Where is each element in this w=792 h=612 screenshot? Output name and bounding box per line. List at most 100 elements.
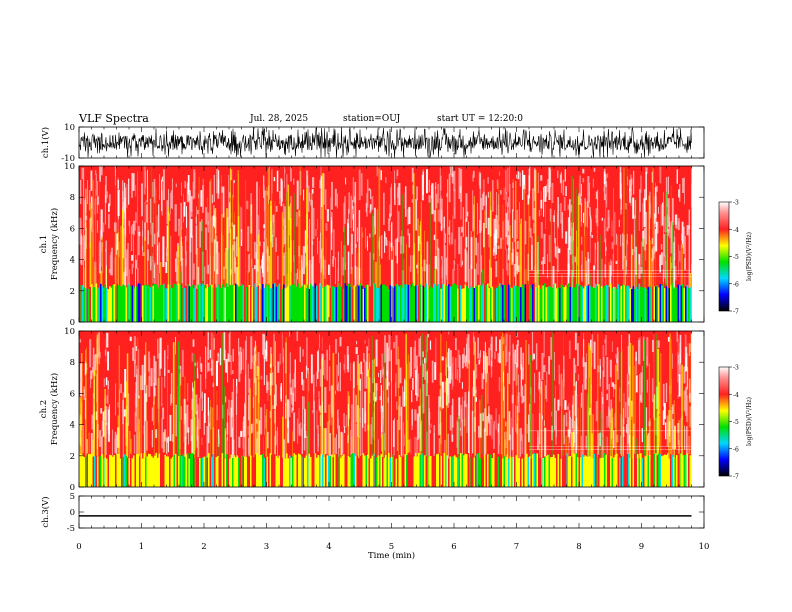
spectro-cell — [299, 422, 302, 437]
spectro-cell — [187, 187, 190, 195]
spectro-band — [457, 288, 459, 322]
spectro-cell — [307, 368, 309, 374]
spectro-cell — [218, 170, 220, 194]
spectro-cell — [657, 340, 660, 348]
spectro-streak — [224, 212, 226, 322]
spectro-cell — [350, 243, 352, 270]
spectro-streak — [583, 333, 585, 487]
spectro-band — [370, 286, 372, 322]
spectro-band — [229, 458, 231, 487]
spectro-cell — [597, 433, 600, 462]
spectro-cell — [284, 169, 286, 174]
spectro-cell — [607, 209, 610, 219]
spectro-streak — [344, 227, 345, 322]
spectro-band — [151, 284, 153, 322]
spectro-band — [127, 284, 129, 322]
spectro-cell — [384, 432, 386, 451]
spectro-band — [629, 288, 632, 322]
spectro-cell — [642, 336, 645, 361]
spectro-band — [554, 457, 557, 487]
spectro-band — [401, 456, 404, 487]
spectro-cell — [303, 189, 305, 201]
y-tick-label: 4 — [70, 421, 75, 431]
spectro-streak — [544, 380, 545, 487]
spectro-streak — [660, 353, 662, 487]
spectro-band — [235, 283, 237, 322]
spectro-cell — [279, 191, 282, 199]
spectro-streak — [277, 426, 278, 487]
spectro-band — [482, 283, 485, 322]
spectro-streak — [330, 197, 331, 322]
spectro-band — [340, 286, 342, 322]
spectro-cell — [410, 438, 412, 467]
spectro-cell — [347, 404, 349, 427]
spectro-band — [416, 285, 419, 322]
spectro-cell — [98, 347, 100, 365]
spectro-cell — [190, 213, 193, 217]
spectro-cell — [507, 167, 509, 192]
spectro-cell — [394, 239, 397, 256]
spectro-band — [325, 454, 327, 487]
spectro-cell — [107, 409, 110, 442]
spectro-cell — [426, 169, 428, 194]
spectro-cell — [137, 226, 140, 256]
spectro-cell — [660, 204, 662, 227]
spectro-cell — [197, 435, 199, 462]
spectro-band — [598, 284, 600, 322]
spectro-cell — [641, 241, 643, 266]
spectro-band — [481, 285, 483, 322]
colorbar-tick-label: -7 — [733, 309, 739, 316]
spectro-cell — [230, 407, 232, 438]
spectro-band — [140, 453, 143, 487]
spectro-band — [584, 285, 587, 322]
spectro-band — [623, 455, 626, 487]
spectro-cell — [462, 207, 464, 237]
spectro-cell — [641, 428, 643, 443]
spectro-band — [278, 455, 281, 487]
spectro-cell — [238, 436, 241, 448]
spectro-cell — [203, 412, 205, 435]
spectro-cell — [433, 234, 435, 241]
spectro-cell — [246, 200, 249, 210]
spectro-band — [472, 453, 474, 487]
spectro-band — [257, 285, 260, 322]
spectro-cell — [401, 270, 404, 302]
spectro-cell — [233, 257, 236, 274]
spectro-band — [422, 455, 425, 487]
spectro-cell — [416, 413, 419, 441]
spectro-streak — [167, 356, 168, 487]
spectro-band — [334, 287, 336, 322]
spectro-band — [587, 285, 590, 322]
spectro-cell — [581, 184, 582, 197]
spectro-streak — [198, 418, 200, 487]
spectro-streak — [378, 166, 381, 322]
spectro-streak — [576, 230, 577, 322]
spectro-streak — [621, 349, 623, 487]
spectro-cell — [671, 224, 673, 242]
spectro-band — [494, 457, 497, 487]
spectro-streak — [504, 335, 506, 487]
spectro-cell — [583, 212, 585, 224]
spectro-cell — [511, 252, 514, 265]
spectro-band — [502, 284, 504, 322]
spectro-band — [148, 453, 150, 487]
spectro-band — [662, 455, 665, 487]
spectro-cell — [319, 405, 322, 413]
spectro-band — [170, 288, 173, 322]
spectro-band — [286, 287, 288, 322]
spectro-cell — [347, 223, 349, 246]
spectro-streak — [81, 416, 83, 487]
spectro-cell — [384, 335, 386, 363]
spectro-cell — [369, 209, 371, 214]
spectro-cell — [311, 189, 314, 194]
spectro-cell — [577, 374, 580, 381]
spectro-band — [476, 453, 479, 487]
spectro-cell — [147, 169, 148, 202]
spectro-streak — [191, 235, 194, 322]
spectro-cell — [541, 353, 544, 380]
spectro-cell — [548, 167, 551, 200]
colorbar — [718, 201, 730, 312]
spectro-streak — [145, 342, 147, 487]
spectro-cell — [497, 429, 500, 454]
spectro-streak — [633, 215, 636, 322]
